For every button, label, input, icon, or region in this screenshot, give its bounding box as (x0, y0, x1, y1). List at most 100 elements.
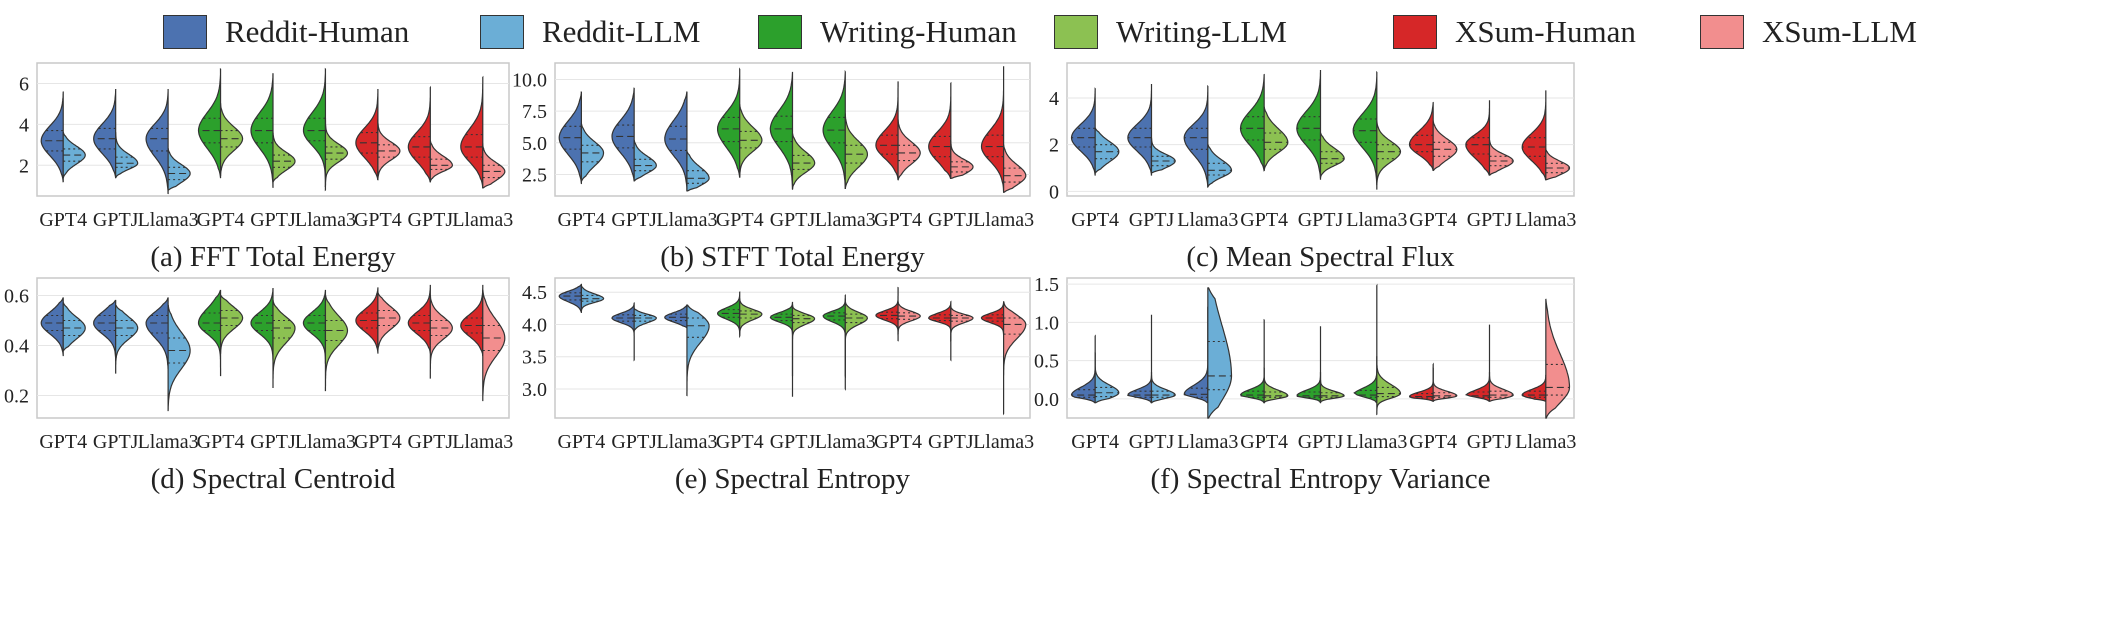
violin-llm (1094, 127, 1120, 174)
y-tick-label: 4 (19, 114, 29, 136)
x-tick-label: Llama3 (656, 209, 717, 231)
violin-llm (167, 304, 191, 412)
x-tick-label: GPT4 (1071, 431, 1119, 453)
violin-llm (1207, 287, 1233, 419)
x-tick-label: GPT4 (1071, 209, 1119, 231)
x-tick-label: GPTJ (1129, 209, 1175, 231)
panel-caption: (f) Spectral Entropy Variance (1150, 463, 1490, 495)
legend-swatch (1700, 15, 1744, 49)
violin-llm (1094, 351, 1120, 404)
x-tick-label: GPT4 (1409, 209, 1457, 231)
legend-item: XSum-Human (1393, 12, 1636, 52)
violin-llm (429, 139, 454, 183)
legend-label: Reddit-LLM (542, 14, 701, 49)
violin-llm (791, 133, 816, 189)
x-tick-label: GPTJ (1467, 431, 1513, 453)
legend-item: XSum-LLM (1700, 12, 1917, 52)
violin-llm (1376, 120, 1402, 186)
x-tick-label: GPT4 (1409, 431, 1457, 453)
x-tick-label: GPTJ (770, 431, 816, 453)
x-tick-label: Llama3 (973, 209, 1034, 231)
x-tick-label: Llama3 (1346, 209, 1407, 231)
violin-llm (219, 294, 244, 354)
x-tick-label: GPTJ (1298, 431, 1344, 453)
x-tick-label: GPTJ (408, 431, 454, 453)
y-tick-label: 2.5 (522, 164, 547, 186)
legend-item: Writing-Human (758, 12, 1017, 52)
x-tick-label: Llama3 (815, 431, 876, 453)
x-tick-label: GPT4 (557, 209, 605, 231)
violin-human (197, 67, 222, 179)
y-tick-label: 3.0 (522, 379, 547, 401)
y-tick-label: 1.0 (1034, 312, 1059, 334)
violin-human (1353, 283, 1378, 404)
panel-caption: (d) Spectral Centroid (151, 463, 396, 495)
violin-llm (1488, 372, 1514, 402)
panel-caption: (e) Spectral Entropy (675, 463, 911, 495)
y-tick-label: 4.0 (522, 314, 547, 336)
x-tick-label: Llama3 (815, 209, 876, 231)
x-tick-label: GPTJ (1298, 209, 1344, 231)
panel-caption: (c) Mean Spectral Flux (1186, 241, 1455, 273)
y-tick-label: 2 (1049, 135, 1059, 157)
legend-swatch (480, 15, 524, 49)
violin-human (611, 87, 635, 182)
violin-llm (1003, 144, 1027, 193)
x-tick-label: GPTJ (93, 209, 139, 231)
x-tick-label: GPTJ (250, 431, 296, 453)
y-tick-label: 0.2 (4, 386, 29, 408)
violin-llm (739, 104, 763, 178)
violin-human (145, 89, 169, 195)
legend-label: Writing-Human (820, 14, 1017, 49)
x-tick-label: Llama3 (452, 431, 513, 453)
y-tick-label: 0.4 (4, 336, 29, 358)
violin-llm (1207, 143, 1233, 188)
violin-human (1521, 90, 1547, 181)
violin-human (40, 91, 64, 183)
legend-label: XSum-Human (1455, 14, 1636, 49)
x-tick-label: GPTJ (93, 431, 139, 453)
x-tick-label: GPTJ (1129, 431, 1175, 453)
legend-label: Writing-LLM (1116, 14, 1287, 49)
violin-human (355, 287, 379, 354)
violin-human (1296, 70, 1322, 180)
legend-swatch (1393, 15, 1437, 49)
violin-llm (272, 132, 296, 183)
violin-human (558, 283, 583, 314)
x-tick-label: GPTJ (1467, 209, 1513, 231)
legend: Reddit-Human Reddit-LLM Writing-Human Writi… (0, 0, 2101, 62)
violin-human (40, 297, 64, 357)
x-tick-label: GPT4 (557, 431, 605, 453)
x-tick-label: GPTJ (611, 431, 657, 453)
violin-llm (62, 131, 86, 179)
x-tick-label: GPT4 (197, 431, 245, 453)
violin-llm (897, 300, 921, 336)
violin-llm (1545, 298, 1571, 419)
violin-llm (1150, 137, 1176, 174)
x-tick-label: GPT4 (1240, 431, 1288, 453)
violin-human (980, 66, 1005, 193)
violin-llm (897, 119, 921, 181)
violin-human (460, 75, 484, 189)
violin-human (717, 67, 741, 178)
violin-llm (272, 299, 296, 388)
x-tick-label: GPT4 (354, 431, 402, 453)
violin-human (197, 289, 222, 377)
violin-human (1127, 314, 1153, 404)
violin-human (1464, 324, 1491, 402)
x-tick-label: GPTJ (611, 209, 657, 231)
x-tick-label: GPT4 (874, 209, 922, 231)
x-tick-label: GPT4 (1240, 209, 1288, 231)
violin-llm (1263, 106, 1289, 172)
violin-human (1183, 84, 1209, 189)
violin-llm (1488, 139, 1514, 176)
violin-llm (1545, 148, 1571, 181)
violin-human (1296, 326, 1322, 404)
violin-human (407, 85, 431, 183)
panel-caption: (a) FFT Total Energy (150, 241, 396, 273)
